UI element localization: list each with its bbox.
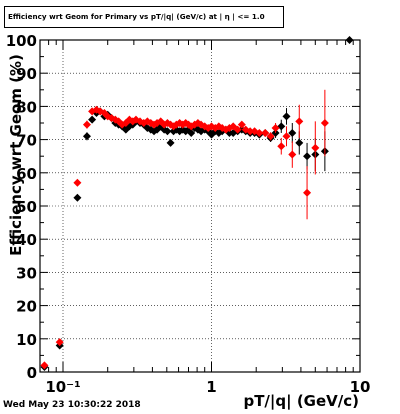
data-point — [255, 128, 264, 137]
data-point — [288, 128, 297, 137]
y-tick-label: 100 — [6, 32, 37, 50]
data-point — [320, 119, 329, 127]
data-point — [200, 122, 209, 131]
data-point — [295, 117, 304, 126]
data-point — [288, 150, 297, 159]
data-point — [88, 115, 97, 124]
data-point — [163, 127, 172, 136]
data-point — [214, 122, 223, 131]
grid-layer — [40, 39, 360, 373]
data-point — [73, 193, 82, 202]
y-tick-label: 60 — [16, 165, 37, 183]
x-axis: 10⁻¹ 1 10 — [39, 40, 371, 396]
data-point — [55, 338, 64, 347]
data-point — [261, 128, 270, 137]
data-point — [82, 120, 91, 129]
x-axis-label: pT/|q| (GeV/c) — [243, 392, 359, 411]
chart-title-box: Efficiency wrt Geom for Primary vs pT/|q… — [4, 6, 284, 28]
data-point — [277, 142, 286, 151]
y-tick-label: 20 — [16, 298, 37, 316]
data-point — [266, 132, 275, 141]
y-tick-label: 80 — [16, 98, 37, 116]
series-1 — [40, 89, 329, 370]
y-axis: 0 10 20 30 40 50 60 70 80 90 100 — [6, 32, 360, 382]
y-tick-label: 90 — [16, 65, 37, 83]
data-point — [82, 132, 91, 141]
y-tick-label: 70 — [16, 132, 37, 150]
data-point — [121, 119, 130, 127]
timestamp: Wed May 23 10:30:22 2018 — [3, 400, 141, 410]
data-point — [277, 122, 286, 131]
data-point — [121, 125, 130, 134]
data-point — [303, 152, 312, 161]
y-tick-label: 40 — [16, 231, 37, 249]
y-axis-label: Efficiency wrt Geom (%) — [7, 54, 25, 256]
y-tick-label: 50 — [16, 198, 37, 216]
x-tick-label: 10⁻¹ — [45, 378, 80, 396]
chart-title: Efficiency wrt Geom for Primary vs pT/|q… — [8, 12, 265, 21]
data-point — [246, 127, 255, 136]
data-point — [282, 112, 291, 121]
data-point — [237, 120, 246, 129]
data-point — [187, 128, 196, 137]
data-point — [271, 123, 280, 132]
x-tick-label: 1 — [206, 378, 216, 396]
data-point — [311, 143, 320, 152]
data-point — [233, 125, 242, 134]
data-point — [73, 178, 82, 187]
data-point — [282, 132, 291, 141]
x-tick-label: 10 — [350, 378, 371, 396]
data-point — [40, 361, 49, 370]
y-tick-label: 10 — [16, 331, 37, 349]
data-series — [40, 36, 354, 372]
data-point — [295, 138, 304, 147]
y-tick-label: 0 — [27, 364, 37, 382]
data-point — [229, 122, 238, 131]
data-point — [303, 188, 312, 197]
data-point — [207, 122, 216, 131]
y-tick-label: 30 — [16, 264, 37, 282]
data-point — [345, 36, 354, 44]
data-point — [166, 138, 175, 147]
